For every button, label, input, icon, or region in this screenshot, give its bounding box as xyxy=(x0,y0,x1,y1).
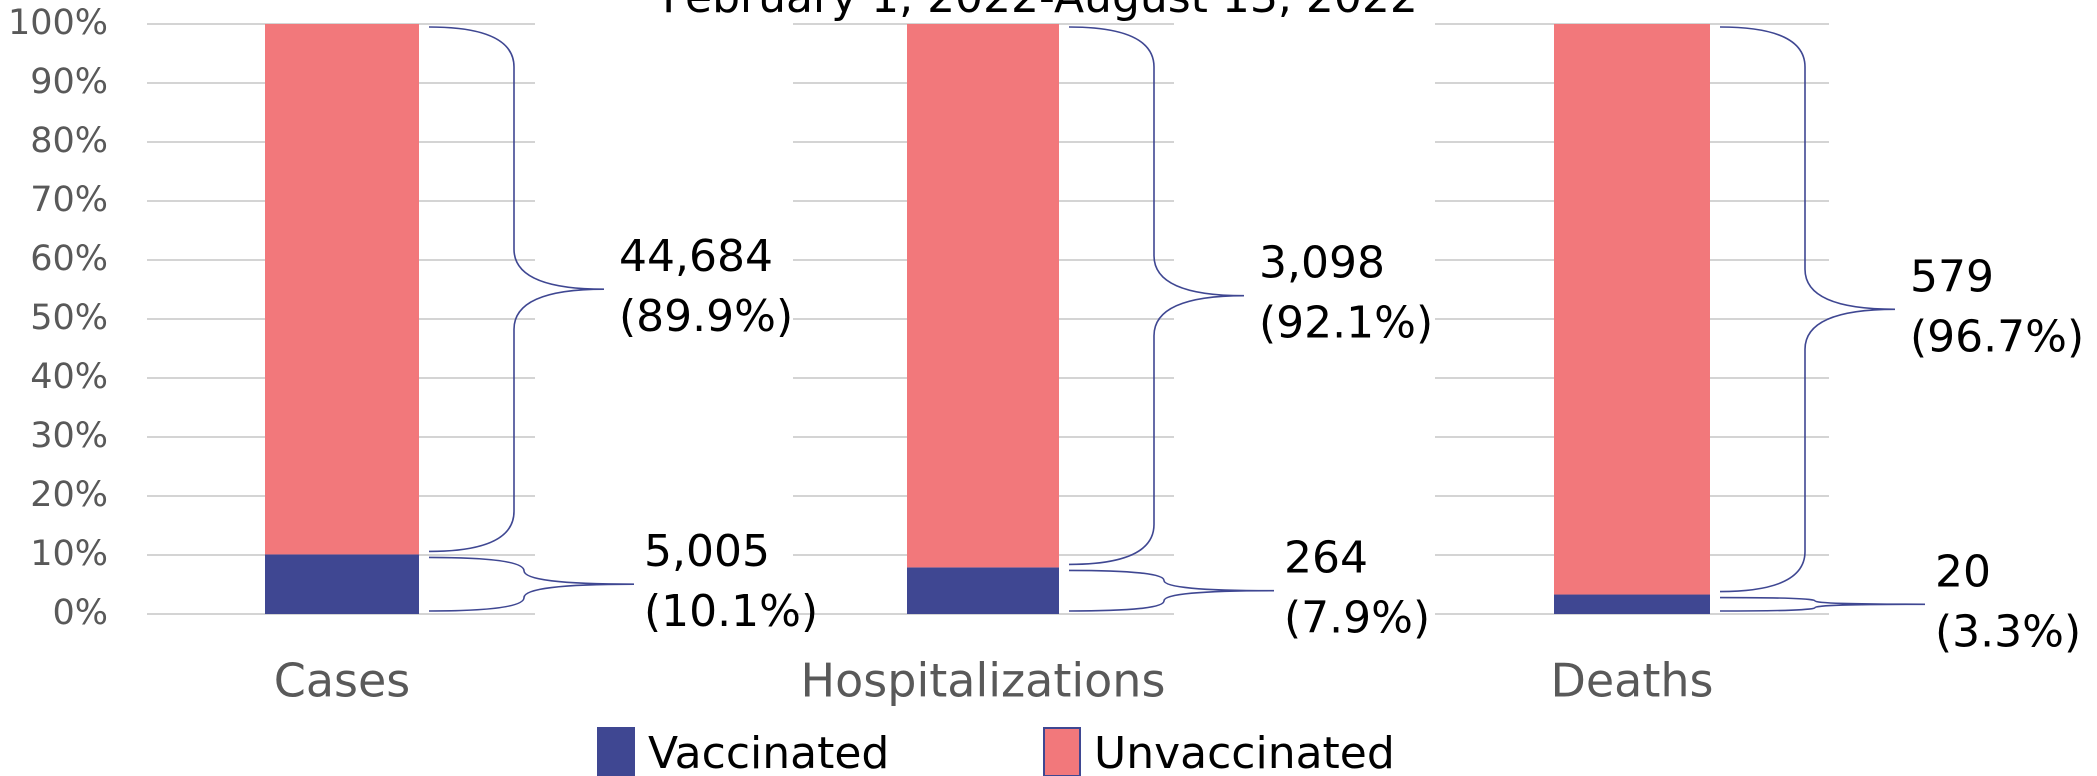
x-tick-label: Cases xyxy=(274,654,411,708)
chart-title: February 1, 2022-August 13, 2022 xyxy=(662,0,1418,23)
bar-segment xyxy=(907,24,1059,568)
count-label: 579 xyxy=(1910,251,1994,302)
y-tick-label: 80% xyxy=(30,121,108,161)
y-tick-label: 0% xyxy=(52,593,108,633)
value-label: (3.3%) xyxy=(1935,606,2081,657)
legend-label: Unvaccinated xyxy=(1094,728,1395,776)
brace xyxy=(428,26,605,553)
count-label: 264 xyxy=(1284,533,1368,584)
x-tick-label: Hospitalizations xyxy=(801,654,1166,708)
count-label: 20 xyxy=(1935,546,1991,597)
brace xyxy=(1068,26,1245,566)
y-tick-label: 60% xyxy=(30,239,108,279)
brace xyxy=(1719,596,1926,612)
bar-segment xyxy=(265,24,419,555)
y-tick-label: 20% xyxy=(30,475,108,515)
y-tick-label: 90% xyxy=(30,62,108,102)
legend-swatch xyxy=(1043,727,1081,776)
value-label: (96.7%) xyxy=(1910,311,2084,362)
y-tick-label: 70% xyxy=(30,180,108,220)
y-tick-label: 100% xyxy=(8,3,108,43)
y-tick-label: 50% xyxy=(30,298,108,338)
count-label: 5,005 xyxy=(644,526,770,577)
bar-segment xyxy=(1554,594,1710,614)
count-label: 3,098 xyxy=(1259,238,1385,289)
value-label: (92.1%) xyxy=(1259,298,1433,349)
bar-segment xyxy=(265,554,419,614)
y-tick-label: 10% xyxy=(30,534,108,574)
value-label: (89.9%) xyxy=(619,291,793,342)
brace xyxy=(1719,26,1896,593)
brace xyxy=(1068,569,1275,612)
count-label: 44,684 xyxy=(619,231,773,282)
legend-swatch xyxy=(597,727,635,776)
value-label: (7.9%) xyxy=(1284,593,1430,644)
x-tick-label: Deaths xyxy=(1550,654,1713,708)
bar-segment xyxy=(907,567,1059,614)
bar-segment xyxy=(1554,24,1710,595)
brace xyxy=(428,556,635,612)
legend-label: Vaccinated xyxy=(648,728,889,776)
y-tick-label: 40% xyxy=(30,357,108,397)
y-tick-label: 30% xyxy=(30,416,108,456)
value-label: (10.1%) xyxy=(644,586,818,637)
